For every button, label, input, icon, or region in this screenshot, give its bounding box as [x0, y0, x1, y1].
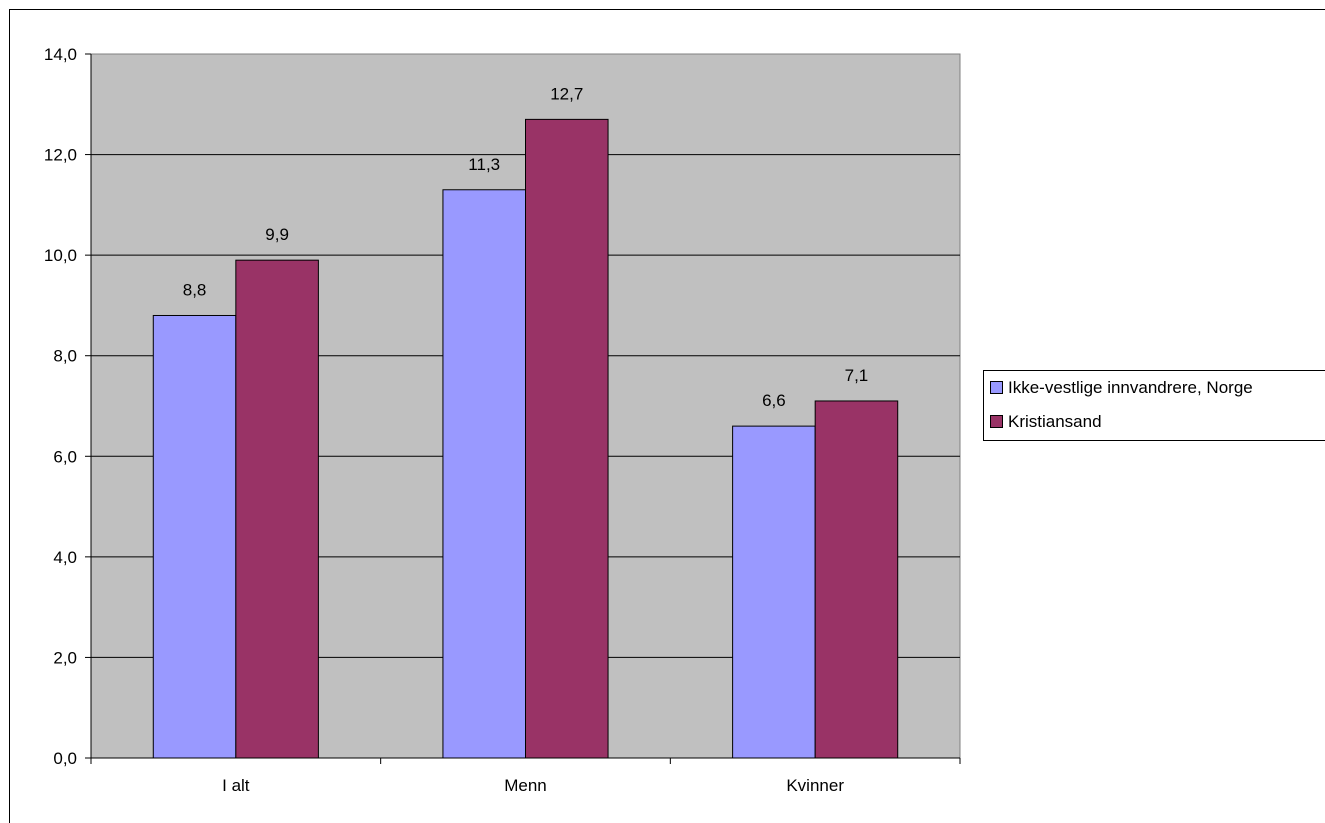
x-category-label: Menn — [504, 776, 547, 795]
axes — [85, 53, 961, 764]
data-label: 9,9 — [265, 225, 289, 244]
y-tick-label: 8,0 — [53, 347, 77, 366]
bar-2-2 — [525, 118, 609, 759]
y-tick-label: 10,0 — [44, 246, 77, 265]
legend-item-series-2: Kristiansand — [990, 412, 1102, 432]
data-label: 7,1 — [845, 366, 869, 385]
legend-swatch-series-2 — [990, 415, 1003, 429]
y-tick-label: 0,0 — [53, 749, 77, 768]
bar-2-3 — [814, 400, 899, 759]
legend-label-series-2: Kristiansand — [1008, 412, 1102, 431]
bars — [152, 118, 899, 759]
bar-1-2 — [442, 189, 527, 759]
bar-1-3 — [732, 425, 816, 759]
legend: Ikke-vestlige innvandrere, Norge Kristia… — [983, 370, 1325, 441]
data-label: 6,6 — [762, 391, 786, 410]
bar-1-1 — [152, 314, 237, 759]
y-tick-label: 14,0 — [44, 45, 77, 64]
legend-label-series-1: Ikke-vestlige innvandrere, Norge — [1008, 378, 1253, 397]
data-label: 12,7 — [550, 84, 583, 103]
y-tick-label: 2,0 — [53, 648, 77, 667]
y-tick-label: 12,0 — [44, 146, 77, 165]
legend-item-series-1: Ikke-vestlige innvandrere, Norge — [990, 378, 1253, 398]
legend-swatch-series-1 — [990, 381, 1003, 395]
labels: 0,0 2,0 4,0 6,0 8,0 10,0 12,0 14,0 8,8 9,9 I alt 11… — [44, 45, 868, 795]
y-tick-label: 4,0 — [53, 548, 77, 567]
data-label: 11,3 — [468, 155, 500, 174]
data-label: 8,8 — [183, 280, 207, 299]
x-category-label: I alt — [222, 776, 250, 795]
y-tick-label: 6,0 — [53, 447, 77, 466]
bar-2-1 — [235, 259, 319, 759]
x-category-label: Kvinner — [786, 776, 844, 795]
